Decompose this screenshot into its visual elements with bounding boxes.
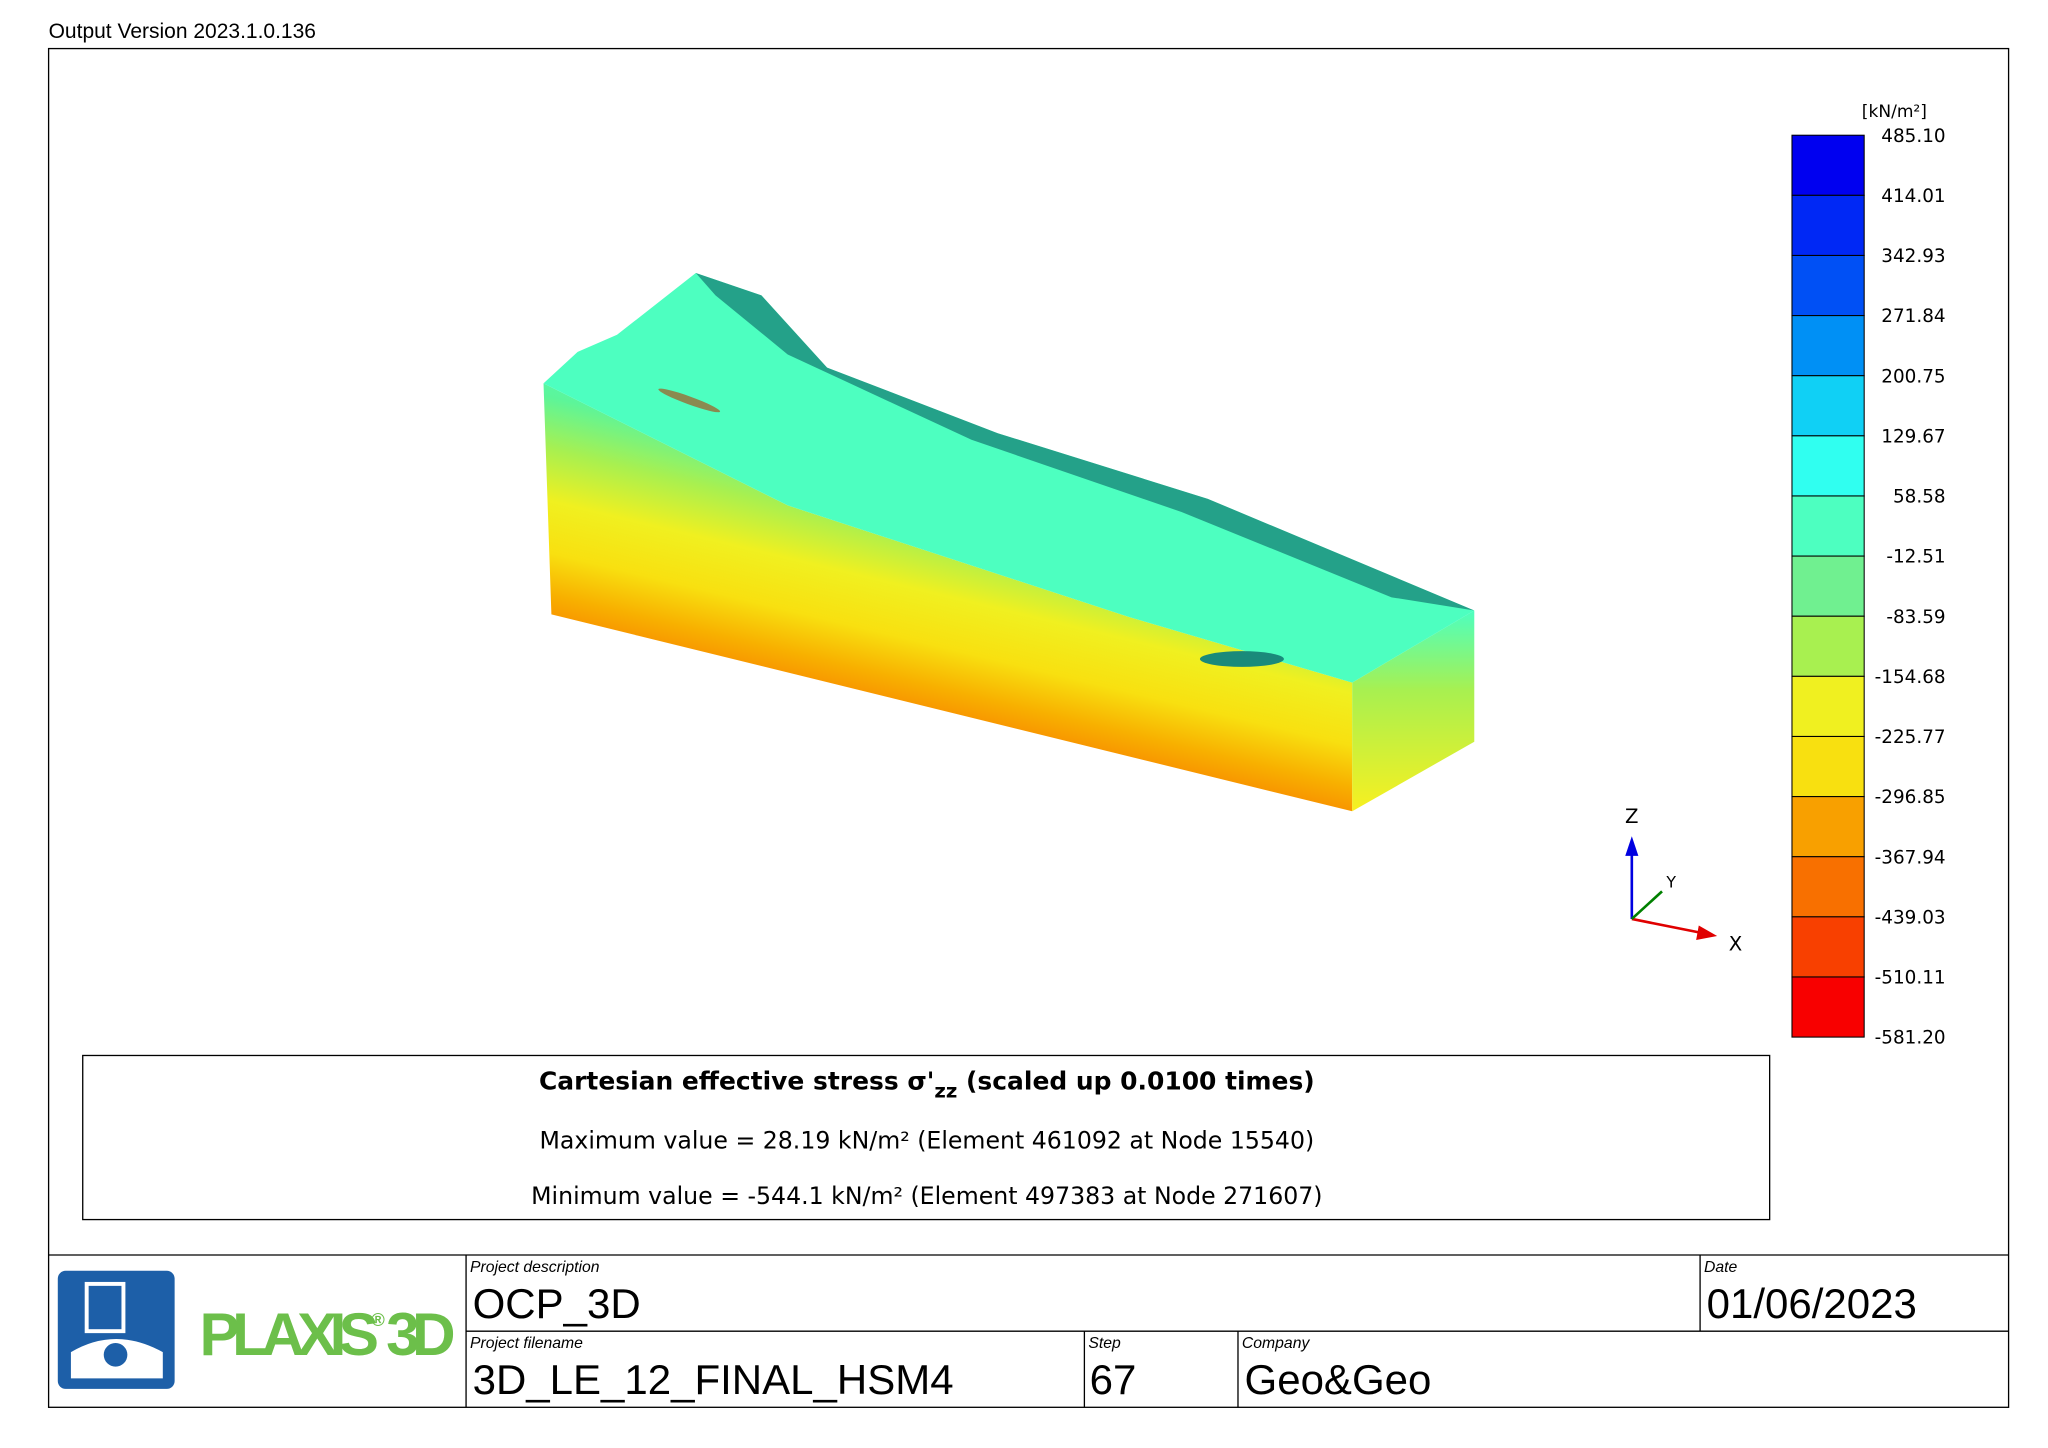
axis-triad: Z Y X — [1625, 805, 1742, 955]
field-value: 01/06/2023 — [1707, 1280, 1917, 1327]
x-axis — [1631, 917, 1705, 935]
z-label: Z — [1625, 805, 1638, 828]
field-value: Geo&Geo — [1245, 1356, 1432, 1403]
caption-max: Maximum value = 28.19 kN/m² (Element 461… — [539, 1127, 1314, 1155]
model-top-face — [543, 273, 1475, 683]
legend-label: -12.51 — [1886, 547, 1945, 568]
frame — [47, 47, 2010, 1408]
legend-band — [1791, 435, 1865, 497]
brand-mark: ® — [371, 1309, 385, 1330]
caption-title: Cartesian effective stress σ'zz (scaled … — [539, 1067, 1315, 1103]
title-subscript: zz — [934, 1079, 957, 1102]
brand-suffix: 3D — [377, 1300, 455, 1368]
field-value: 67 — [1090, 1356, 1137, 1403]
logo-building — [84, 1281, 126, 1334]
legend-band — [1791, 796, 1865, 858]
legend-label: -83.59 — [1886, 607, 1945, 628]
legend-label: 342.93 — [1881, 246, 1945, 267]
legend-label: 200.75 — [1881, 366, 1945, 387]
x-label: X — [1729, 932, 1743, 955]
legend: 485.10 414.01 342.93 271.84 200.75 129.67 58.5… — [1791, 126, 1946, 1049]
legend-band — [1791, 675, 1865, 737]
legend-band — [1791, 134, 1865, 196]
legend-label: -581.20 — [1875, 1028, 1946, 1049]
title-block-lines — [48, 1254, 2009, 1408]
model-view — [543, 273, 1475, 812]
model-front-face — [543, 383, 1353, 812]
legend-label: -225.77 — [1875, 727, 1946, 748]
legend-label: 414.01 — [1881, 186, 1945, 207]
legend-label: -296.85 — [1875, 787, 1946, 808]
title-text: (scaled up 0.0100 times) — [957, 1067, 1314, 1096]
brand-text: PLAXIS — [200, 1300, 379, 1368]
y-label: Y — [1665, 872, 1676, 891]
logo — [57, 1270, 175, 1389]
field-value: 3D_LE_12_FINAL_HSM4 — [473, 1356, 954, 1403]
legend-band — [1791, 735, 1865, 798]
version: Output Version 2023.1.0.136 — [49, 20, 316, 43]
legend-label: -367.94 — [1875, 847, 1946, 868]
legend-band — [1791, 916, 1865, 978]
legend-band — [1791, 194, 1865, 256]
legend-label: -510.11 — [1875, 968, 1946, 989]
caption-min: Minimum value = -544.1 kN/m² (Element 49… — [531, 1182, 1322, 1210]
mesh-patch — [1199, 651, 1284, 667]
field-label: Company — [1242, 1335, 1311, 1352]
caption-box — [82, 1054, 1771, 1221]
y-axis — [1630, 890, 1663, 920]
legend-band — [1791, 615, 1865, 677]
title-text: Cartesian effective stress σ' — [539, 1067, 934, 1096]
legend-band — [1791, 495, 1865, 557]
legend-label: 485.10 — [1881, 126, 1945, 147]
legend-band — [1791, 375, 1865, 437]
legend-band — [1791, 555, 1865, 617]
field-value: OCP_3D — [473, 1280, 641, 1327]
field-label: Project filename — [470, 1335, 583, 1352]
x-arrow — [1696, 925, 1718, 940]
legend-band — [1791, 254, 1865, 317]
field-label: Date — [1704, 1259, 1738, 1276]
mesh-patch — [658, 388, 721, 413]
z-arrow — [1625, 836, 1639, 856]
legend-label: 58.58 — [1893, 487, 1946, 508]
brand: PLAXIS® 3D — [200, 1300, 456, 1368]
legend-label: -439.03 — [1875, 907, 1946, 928]
legend-band — [1791, 315, 1865, 377]
legend-band — [1791, 976, 1865, 1038]
model-end-face — [1352, 610, 1475, 812]
legend-unit: [kN/m²] — [1862, 102, 1927, 122]
field-label: Step — [1088, 1335, 1121, 1352]
legend-label: -154.68 — [1875, 667, 1946, 688]
legend-label: 129.67 — [1881, 426, 1945, 447]
legend-band — [1791, 856, 1865, 918]
logo-circle — [103, 1342, 128, 1367]
field-label: Project description — [470, 1259, 600, 1276]
legend-label: 271.84 — [1881, 306, 1945, 327]
